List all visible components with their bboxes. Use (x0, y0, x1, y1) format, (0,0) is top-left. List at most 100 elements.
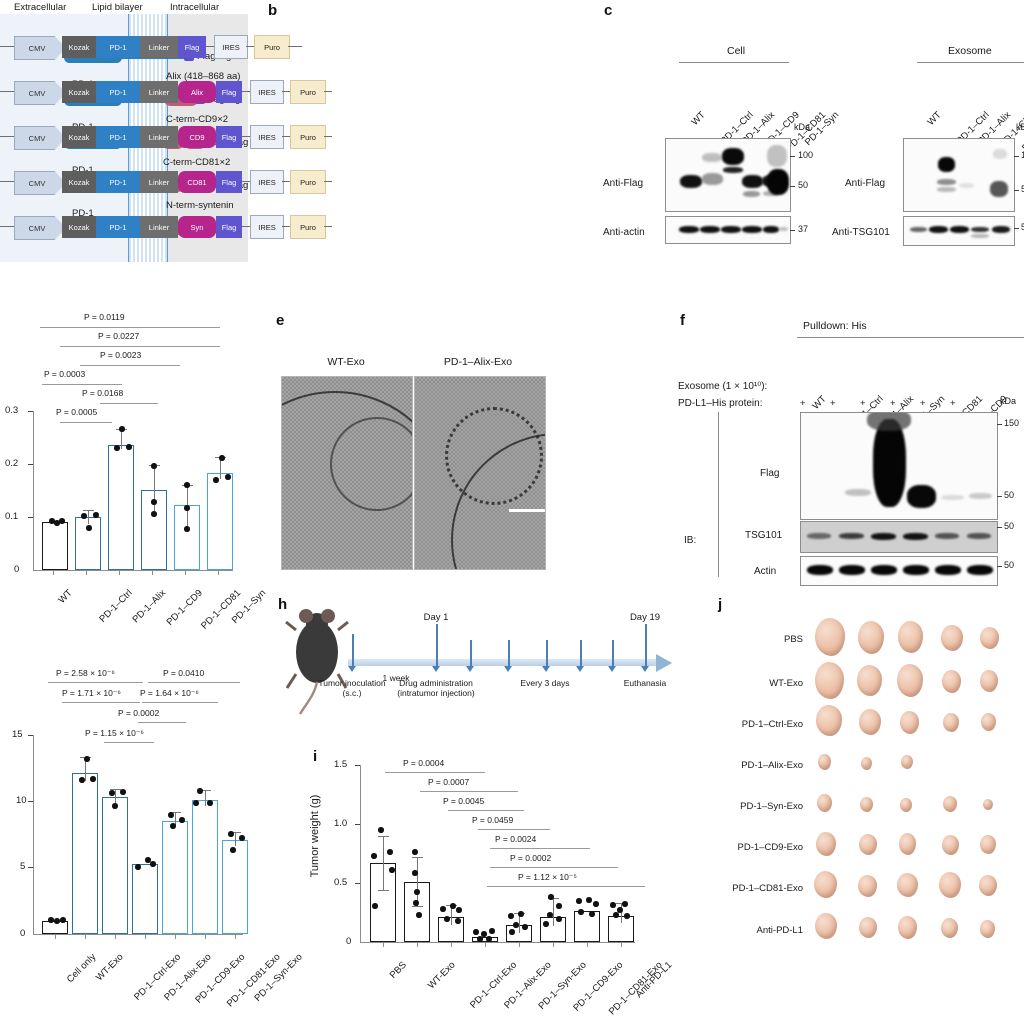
segment-kozak-3: Kozak (62, 171, 96, 193)
cmv-promoter-2: CMV (14, 126, 66, 150)
kda-marker-exo-50: 50 (1021, 184, 1024, 194)
blot-image-cell-flag (665, 138, 791, 212)
panel-i-point (576, 898, 582, 904)
pbracket-g-5 (104, 742, 154, 744)
panel-i-errorcap (378, 890, 389, 892)
timeline-arrow-7 (645, 624, 647, 668)
timeline-track (348, 659, 658, 666)
segment-pd1-3: PD-1 (96, 171, 140, 193)
tumor-specimen (858, 621, 884, 654)
panel-j-group-label-7: Anti-PD-L1 (756, 925, 803, 936)
plus-sign-2: + (860, 398, 866, 409)
panel-d-point (184, 482, 190, 488)
plus-sign-3: + (890, 398, 896, 409)
mouse-icon (285, 609, 349, 715)
segment-ires-1: IRES (250, 80, 284, 104)
blot-image-exosome-flag (903, 138, 1015, 212)
kda-tick-exo-100 (1014, 156, 1019, 157)
panel-f-kda-tick-50b (997, 527, 1002, 528)
panel-a-row4-pd1-label: PD-1 (72, 208, 94, 219)
panel-g-xtickmark (85, 934, 86, 939)
panel-i-point (486, 936, 492, 942)
panel-g-bar-4 (162, 821, 188, 934)
panel-i-point (617, 907, 623, 913)
timeline-arrow-2 (470, 640, 472, 668)
panel-i-point (440, 906, 446, 912)
panel-i-point (489, 928, 495, 934)
panel-g-errorcap (110, 789, 121, 791)
panel-i-xtickmark (417, 942, 418, 947)
tumor-specimen (815, 662, 844, 699)
pbracket-d-0 (40, 327, 220, 329)
tumor-specimen (859, 834, 877, 855)
panel-f-vertical-rule (718, 412, 720, 577)
segment-linker-2: Linker (140, 126, 178, 148)
panel-g-errorcap (200, 790, 211, 792)
panel-i-ytick-2: 1.0 (334, 818, 348, 829)
timeline-arrowhead-2 (466, 666, 474, 672)
construct-row-3: CMV Kozak PD-1 Linker CD81 Flag IRES Pur… (0, 167, 332, 197)
timeline-day1-label: Day 1 (423, 612, 449, 623)
panel-i-point (613, 912, 619, 918)
antibody-label-cell-actin: Anti-actin (603, 227, 645, 238)
timeline-arrowhead-5 (576, 666, 584, 672)
pvalue-d-5: P = 0.0005 (56, 407, 98, 417)
panel-i-point (416, 912, 422, 918)
tumor-specimen (983, 799, 993, 810)
panel-i-error (417, 857, 419, 907)
segment-linker-4: Linker (140, 216, 178, 238)
tumor-specimen (939, 872, 961, 898)
pvalue-i-0: P = 0.0004 (403, 758, 445, 768)
pvalue-d-2: P = 0.0023 (100, 350, 142, 360)
kda-tick-cell-37 (790, 230, 795, 231)
kda-marker-cell-100: 100 (798, 150, 814, 160)
panel-d-point (219, 455, 225, 461)
panel-d-xlabel-3: PD-1–CD9 (164, 587, 205, 628)
panel-i-xlabel-0: PBS (387, 959, 409, 981)
panel-i-point (389, 867, 395, 873)
panel-d-ytick-1: 0.1 (5, 511, 19, 522)
panel-i-error (553, 898, 555, 926)
panel-d-error (88, 510, 90, 524)
pvalue-i-5: P = 0.0002 (510, 853, 552, 863)
tumor-specimen (901, 755, 913, 769)
tumor-specimen (941, 625, 963, 651)
panel-d-error (121, 429, 123, 449)
blot-image-f-actin (800, 556, 998, 586)
panel-g-error (85, 757, 87, 781)
panel-d-point (184, 505, 190, 511)
tumor-specimen (942, 670, 961, 693)
panel-d-ytickmark-3 (28, 411, 33, 412)
pvalue-d-0: P = 0.0119 (84, 312, 125, 322)
panel-d-errorcap (83, 510, 94, 512)
pvalue-g-4: P = 0.0002 (118, 708, 160, 718)
pbracket-i-0 (385, 772, 485, 774)
panel-g-xtickmark (235, 934, 236, 939)
panel-d-y-axis (33, 411, 35, 571)
panel-f-antibody-tsg101: TSG101 (745, 530, 783, 541)
tumor-specimen (817, 794, 832, 812)
segment-pd1-0: PD-1 (96, 36, 140, 58)
panel-g-error (205, 790, 207, 806)
panel-g-bar-3 (132, 864, 158, 934)
panel-i-point (522, 924, 528, 930)
panel-f-lane-0: WT (810, 393, 829, 412)
panel-g-point (168, 812, 174, 818)
panel-g-xlabel-0: Cell only (64, 951, 99, 986)
panel-i-errorcap (548, 898, 559, 900)
pvalue-d-1: P = 0.0227 (98, 331, 140, 341)
pvalue-g-3: P = 1.64 × 10⁻⁶ (140, 688, 199, 698)
kda-marker-cell-37: 37 (798, 224, 809, 234)
panel-f-kda-tick-50c (997, 566, 1002, 567)
segment-ires-2: IRES (250, 125, 284, 149)
panel-g-xtickmark (115, 934, 116, 939)
pvalue-i-6: P = 1.12 × 10⁻⁵ (518, 872, 577, 882)
panel-a-header-bilayer: Lipid bilayer (92, 2, 143, 13)
panel-i-point (473, 929, 479, 935)
segment-cargo-1: Alix (178, 81, 216, 103)
segment-ires-3: IRES (250, 170, 284, 194)
segment-ires-0: IRES (214, 35, 248, 59)
panel-i-point (378, 827, 384, 833)
panel-f-kda-tick-50a (997, 496, 1002, 497)
plus-sign-4: + (920, 398, 926, 409)
